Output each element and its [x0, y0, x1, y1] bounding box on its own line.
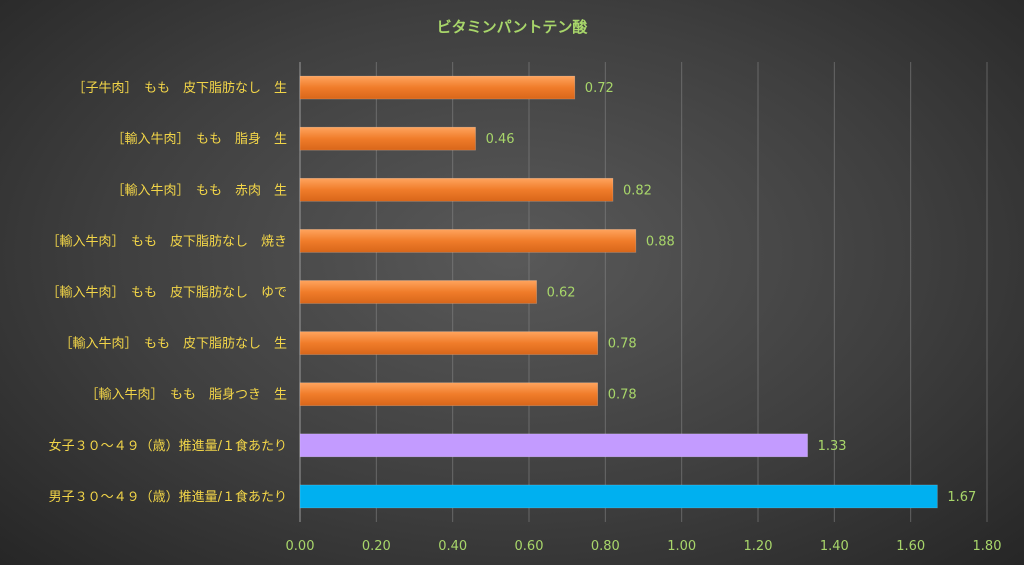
bar: [299, 331, 599, 355]
x-tick-label: 0.60: [515, 539, 544, 554]
value-label: 0.88: [646, 234, 675, 249]
value-label: 0.72: [585, 81, 614, 96]
x-tick-label: 0.20: [362, 539, 391, 554]
category-label: ［輸入牛肉］ もも 脂身 生: [111, 131, 287, 147]
category-label: ［輸入牛肉］ もも 皮下脂肪なし ゆで: [46, 285, 287, 301]
value-label: 0.46: [486, 132, 515, 147]
labels: 0.00 0.20 0.40 0.60 0.80 1.00 1.20 1.40 1.60 1.80…: [46, 80, 1001, 554]
category-label: ［輸入牛肉］ もも 脂身つき 生: [85, 387, 287, 403]
x-tick-label: 1.00: [667, 539, 696, 554]
value-label: 1.33: [818, 439, 847, 454]
value-label: 0.62: [547, 286, 576, 301]
bar: [299, 75, 576, 100]
bars: [299, 75, 938, 509]
bar: [299, 433, 808, 458]
value-label: 0.78: [608, 337, 637, 352]
x-tick-label: 0.00: [286, 539, 315, 554]
category-label: 女子３０～４９（歳）推進量/１食あたり: [49, 438, 287, 454]
category-label: ［子牛肉］ もも 皮下脂肪なし 生: [72, 80, 287, 96]
value-label: 1.67: [947, 490, 976, 505]
chart-title: ビタミンパントテン酸: [437, 18, 589, 36]
bar: [299, 484, 938, 509]
value-label: 0.78: [608, 388, 637, 403]
bar: [299, 177, 614, 202]
x-tick-label: 1.40: [820, 539, 849, 554]
value-label: 0.82: [623, 183, 652, 198]
bar: [299, 126, 476, 151]
x-tick-label: 0.80: [591, 539, 620, 554]
category-label: ［輸入牛肉］ もも 赤肉 生: [111, 183, 287, 198]
bar: [299, 229, 637, 253]
category-label: 男子３０～４９（歳）推進量/１食あたり: [49, 489, 287, 505]
bar: [299, 382, 599, 407]
x-tick-label: 1.80: [973, 539, 1002, 554]
x-tick-label: 1.20: [744, 539, 773, 554]
x-tick-label: 0.40: [438, 539, 467, 554]
category-label: ［輸入牛肉］ もも 皮下脂肪なし 焼き: [46, 233, 287, 249]
category-label: ［輸入牛肉］ もも 皮下脂肪なし 生: [59, 336, 287, 352]
bar: [299, 280, 537, 304]
x-tick-label: 1.60: [896, 539, 925, 554]
